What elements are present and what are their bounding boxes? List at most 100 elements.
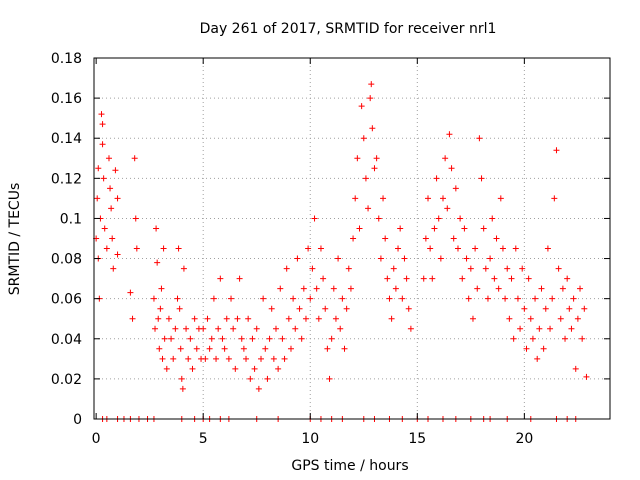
- data-point: [534, 355, 541, 362]
- data-point: [476, 135, 483, 142]
- data-point: [175, 245, 182, 252]
- data-point: [213, 355, 220, 362]
- data-point: [390, 265, 397, 272]
- data-point: [517, 325, 524, 332]
- data-point: [177, 345, 184, 352]
- data-point: [156, 345, 163, 352]
- data-point: [238, 335, 245, 342]
- data-point: [243, 355, 250, 362]
- data-point: [356, 225, 363, 232]
- data-point: [371, 165, 378, 172]
- data-point: [112, 167, 119, 174]
- data-point: [107, 185, 114, 192]
- data-point: [429, 275, 436, 282]
- data-point: [345, 265, 352, 272]
- y-tick-label: 0.18: [51, 51, 82, 67]
- data-point: [386, 295, 393, 302]
- data-point: [114, 195, 121, 202]
- data-point: [442, 155, 449, 162]
- data-point: [536, 325, 543, 332]
- data-point: [98, 111, 105, 118]
- data-point: [206, 345, 213, 352]
- data-point: [285, 315, 292, 322]
- data-point: [360, 135, 367, 142]
- data-point: [193, 345, 200, 352]
- data-point: [155, 315, 162, 322]
- data-point: [397, 225, 404, 232]
- data-point: [247, 375, 254, 382]
- data-point: [480, 225, 487, 232]
- data-point: [232, 365, 239, 372]
- data-point: [249, 335, 256, 342]
- data-point: [352, 195, 359, 202]
- data-point: [283, 265, 290, 272]
- data-point: [362, 175, 369, 182]
- data-point: [482, 265, 489, 272]
- data-point: [326, 375, 333, 382]
- y-axis-label: SRMTID / TECUs: [7, 183, 23, 296]
- data-point: [101, 225, 108, 232]
- tick-labels: 0 0.02 0.04 0.06 0.08 0.1 0.12 0.14 0.16 0.18 0 5 10…: [51, 51, 533, 447]
- data-point: [489, 215, 496, 222]
- data-point: [564, 275, 571, 282]
- data-point: [322, 305, 329, 312]
- data-point: [178, 375, 185, 382]
- data-point: [459, 275, 466, 282]
- data-point: [401, 255, 408, 262]
- data-point: [180, 265, 187, 272]
- data-point: [189, 365, 196, 372]
- data-point: [99, 121, 106, 128]
- data-point: [176, 305, 183, 312]
- data-point: [425, 195, 432, 202]
- data-point: [542, 305, 549, 312]
- data-point: [332, 315, 339, 322]
- data-point: [377, 255, 384, 262]
- data-point: [160, 245, 167, 252]
- data-point: [258, 355, 265, 362]
- data-point: [435, 215, 442, 222]
- data-point: [210, 295, 217, 302]
- data-point: [94, 195, 101, 202]
- data-point: [95, 165, 102, 172]
- data-point: [373, 155, 380, 162]
- data-point: [161, 335, 168, 342]
- x-tick-label: 20: [515, 431, 533, 447]
- data-point: [154, 259, 161, 266]
- data-point: [179, 385, 186, 392]
- data-point: [499, 245, 506, 252]
- data-point: [388, 315, 395, 322]
- data-point: [572, 365, 579, 372]
- data-point: [157, 305, 164, 312]
- data-point: [268, 305, 275, 312]
- data-point: [341, 345, 348, 352]
- y-tick-label: 0.16: [51, 91, 82, 107]
- data-point: [158, 285, 165, 292]
- data-point: [405, 305, 412, 312]
- data-point: [380, 195, 387, 202]
- data-point: [277, 285, 284, 292]
- data-point: [152, 325, 159, 332]
- data-point: [478, 175, 485, 182]
- data-point: [114, 251, 121, 258]
- data-point: [581, 305, 588, 312]
- data-point: [525, 275, 532, 282]
- data-point: [313, 285, 320, 292]
- data-point: [127, 289, 134, 296]
- data-point: [452, 185, 459, 192]
- data-point: [170, 355, 177, 362]
- data-point: [521, 305, 528, 312]
- data-point: [150, 295, 157, 302]
- data-point: [559, 285, 566, 292]
- data-point: [444, 205, 451, 212]
- data-point: [305, 245, 312, 252]
- data-point: [382, 235, 389, 242]
- data-point: [183, 325, 190, 332]
- data-point: [294, 255, 301, 262]
- y-tick-label: 0.08: [51, 252, 82, 268]
- data-point: [307, 295, 314, 302]
- y-tick-label: 0.12: [51, 171, 82, 187]
- data-point: [395, 245, 402, 252]
- data-point: [493, 235, 500, 242]
- x-tick-label: 15: [408, 431, 426, 447]
- data-point: [324, 345, 331, 352]
